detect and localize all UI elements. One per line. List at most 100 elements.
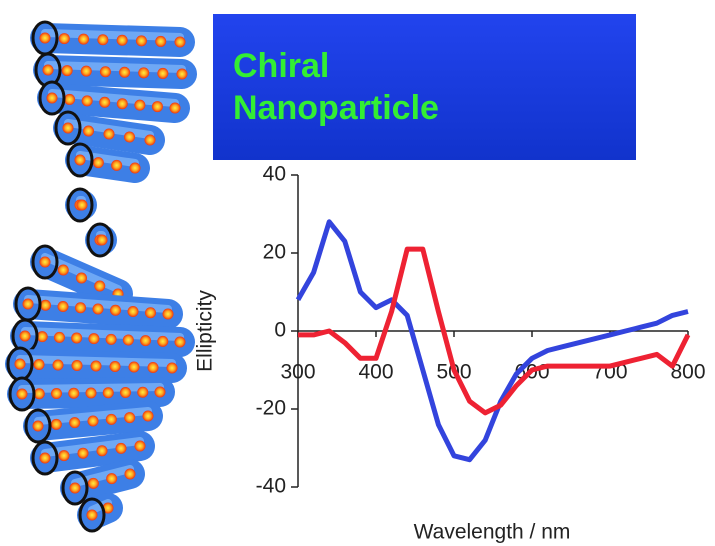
particle: [157, 68, 168, 79]
particle: [58, 301, 69, 312]
particle: [75, 155, 86, 166]
particle: [155, 36, 166, 47]
particle: [47, 93, 58, 104]
y-axis-label: Ellipticity: [194, 290, 217, 372]
particle: [99, 97, 110, 108]
particle: [140, 335, 151, 346]
particle: [125, 469, 136, 480]
particle: [106, 334, 117, 345]
particle: [68, 388, 79, 399]
particle: [40, 257, 51, 268]
particle: [70, 483, 81, 494]
particle: [137, 387, 148, 398]
x-tick-label: 400: [358, 361, 393, 384]
y-tick-label: -40: [256, 475, 286, 498]
title-line: Chiral: [233, 47, 329, 85]
particle: [20, 331, 31, 342]
particle: [76, 273, 87, 284]
particle: [148, 362, 159, 373]
particle: [81, 66, 92, 77]
y-tick-label: 20: [263, 241, 286, 264]
particle: [129, 362, 140, 373]
particle: [119, 67, 130, 78]
particle: [91, 361, 102, 372]
particle: [106, 414, 117, 425]
particle: [93, 304, 104, 315]
particle: [54, 332, 65, 343]
particle: [143, 411, 154, 422]
series-line: [298, 222, 688, 460]
particle: [104, 129, 115, 140]
particle: [78, 34, 89, 45]
particle: [97, 235, 108, 246]
particle: [135, 441, 146, 452]
particle: [111, 160, 122, 171]
particle: [62, 65, 73, 76]
particle: [123, 335, 134, 346]
particle: [77, 200, 88, 211]
y-tick-label: -20: [256, 397, 286, 420]
particle: [72, 360, 83, 371]
particle: [157, 336, 168, 347]
particle: [86, 388, 97, 399]
particle: [175, 337, 186, 348]
particle: [145, 135, 156, 146]
y-tick-label: 0: [274, 319, 286, 342]
particle: [78, 448, 89, 459]
particle: [83, 126, 94, 137]
particle: [103, 387, 114, 398]
particle: [40, 33, 51, 44]
particle: [59, 33, 70, 44]
particle: [120, 387, 131, 398]
particle: [145, 307, 156, 318]
page: Chiral Nanoparticle Ellipticity Waveleng…: [0, 0, 715, 546]
particle: [175, 37, 186, 48]
particle: [94, 281, 105, 292]
particle: [163, 309, 174, 320]
title-line: Nanoparticle: [233, 89, 439, 127]
chart: Chiral Nanoparticle Ellipticity Waveleng…: [0, 0, 715, 546]
particle: [97, 34, 108, 45]
particle: [75, 302, 86, 313]
particle: [117, 98, 128, 109]
particle: [134, 100, 145, 111]
particle: [69, 417, 80, 428]
particle: [23, 299, 34, 310]
particle: [15, 359, 26, 370]
particle: [40, 300, 51, 311]
particle: [64, 94, 75, 105]
particle: [51, 388, 62, 399]
particle: [97, 445, 108, 456]
particle: [71, 333, 82, 344]
particle: [82, 95, 93, 106]
particle: [155, 387, 166, 398]
x-axis-label: Wavelength / nm: [414, 521, 571, 544]
particle: [130, 163, 141, 174]
particle: [59, 450, 70, 461]
particle: [128, 306, 139, 317]
nanoparticle-illustration: [8, 22, 188, 531]
particle: [58, 265, 69, 276]
particle: [40, 453, 51, 464]
particle: [138, 67, 149, 78]
particle: [87, 510, 98, 521]
particle: [110, 361, 121, 372]
particle: [124, 412, 135, 423]
particle: [53, 360, 64, 371]
particle: [88, 333, 99, 344]
particle: [106, 473, 117, 484]
title-box: [213, 14, 636, 160]
particle: [63, 123, 74, 134]
particle: [177, 69, 188, 80]
particle: [117, 35, 128, 46]
particle: [170, 103, 181, 114]
particle: [33, 421, 44, 432]
particle: [88, 478, 99, 489]
x-tick-label: 300: [280, 361, 315, 384]
particle: [136, 35, 147, 46]
particle: [34, 359, 45, 370]
particle: [51, 419, 62, 430]
particle: [100, 66, 111, 77]
particle: [17, 389, 28, 400]
